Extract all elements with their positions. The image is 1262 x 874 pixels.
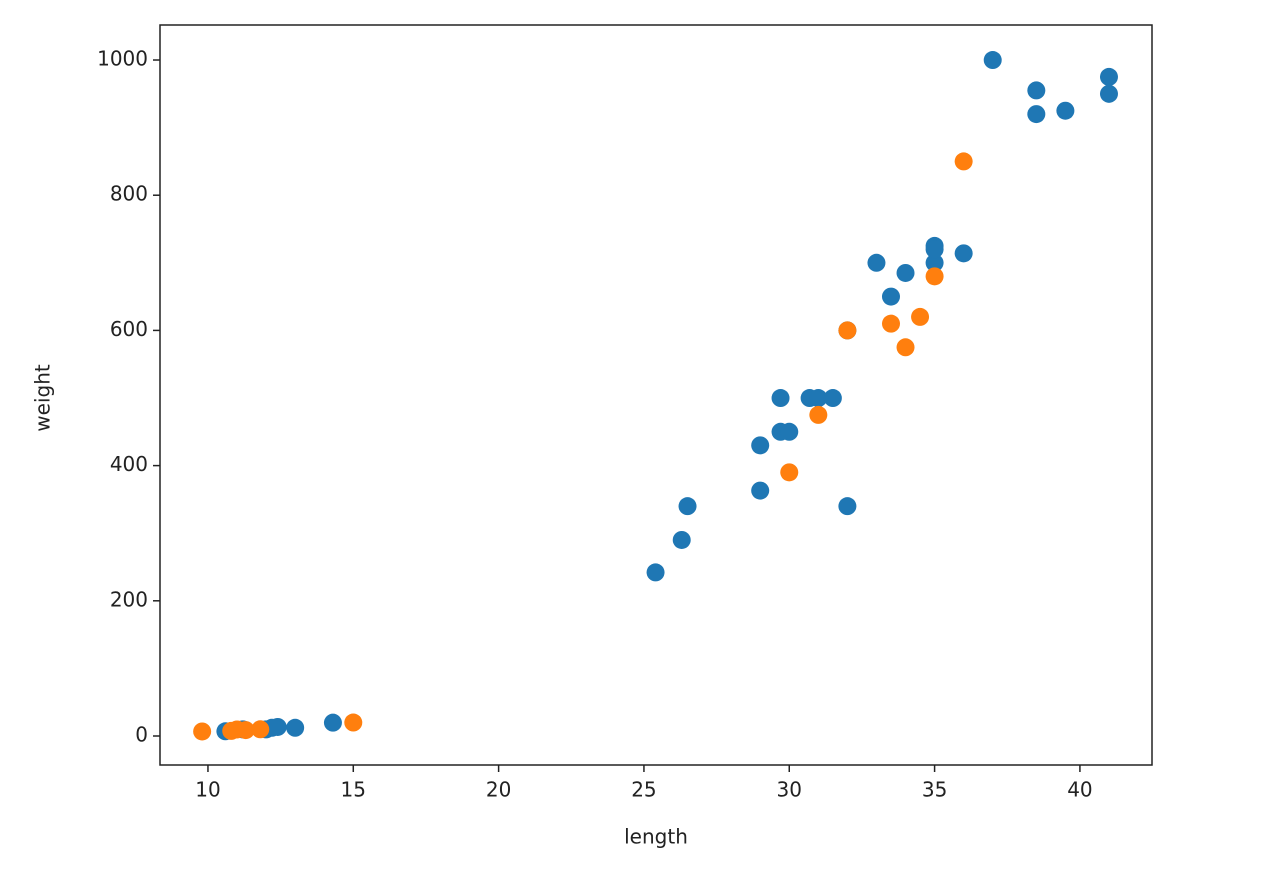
point (896, 263, 915, 282)
point (881, 287, 900, 306)
point (1027, 81, 1046, 100)
y-tick-label: 1000 (97, 47, 148, 71)
x-tick-label: 15 (341, 778, 366, 802)
point (823, 389, 842, 408)
point (838, 321, 857, 340)
y-axis-label: weight (31, 364, 55, 432)
point (896, 338, 915, 357)
point (344, 713, 363, 732)
x-axis-label: length (624, 825, 688, 849)
point (925, 253, 944, 272)
y-tick-label: 200 (110, 587, 148, 611)
point (983, 51, 1002, 70)
x-tick-label: 25 (631, 778, 656, 802)
x-tick-label: 40 (1067, 778, 1092, 802)
y-tick-label: 800 (110, 182, 148, 206)
point (954, 244, 973, 263)
point (193, 722, 212, 741)
point (954, 152, 973, 171)
point (911, 307, 930, 326)
y-tick-label: 0 (135, 723, 148, 747)
point (751, 481, 770, 500)
x-tick-label: 30 (777, 778, 802, 802)
x-tick-label: 10 (195, 778, 220, 802)
point (809, 389, 828, 408)
point (771, 389, 790, 408)
point (1027, 105, 1046, 124)
point (1099, 84, 1118, 103)
point (323, 713, 342, 732)
point (809, 405, 828, 424)
point (780, 422, 799, 441)
point (678, 497, 697, 516)
point (925, 240, 944, 259)
point (1099, 67, 1118, 86)
point (867, 253, 886, 272)
point (1056, 101, 1075, 120)
point (286, 718, 305, 737)
x-tick-label: 20 (486, 778, 511, 802)
point (925, 267, 944, 286)
point (236, 721, 255, 740)
point (751, 436, 770, 455)
y-tick-label: 600 (110, 317, 148, 341)
point (780, 463, 799, 482)
point (646, 563, 665, 582)
point (881, 314, 900, 333)
point (251, 720, 270, 739)
x-tick-label: 35 (922, 778, 947, 802)
point (268, 717, 287, 736)
plot-frame (159, 24, 1153, 766)
point (672, 530, 691, 549)
point (838, 497, 857, 516)
y-tick-label: 400 (110, 452, 148, 476)
